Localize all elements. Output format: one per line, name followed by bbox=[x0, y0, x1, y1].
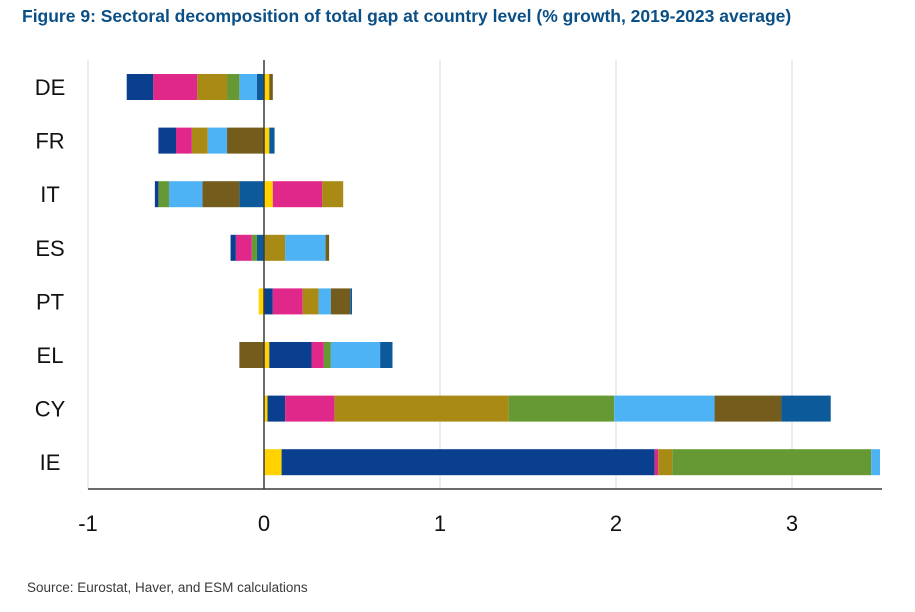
bar-segment bbox=[269, 342, 312, 368]
bar-segment bbox=[158, 181, 169, 208]
category-label: EL bbox=[37, 343, 64, 368]
category-label: PT bbox=[36, 289, 64, 314]
bar-segment bbox=[267, 395, 286, 422]
x-tick-label: -1 bbox=[78, 511, 98, 536]
bar-segment bbox=[272, 181, 323, 208]
bar-segment bbox=[272, 288, 303, 315]
bar-segment bbox=[614, 395, 715, 422]
bar-segment bbox=[158, 127, 176, 154]
bar-segment bbox=[330, 342, 381, 368]
bar-segment bbox=[191, 127, 208, 154]
bars bbox=[126, 74, 880, 476]
bar-segment bbox=[256, 74, 264, 100]
bar-segment bbox=[871, 449, 880, 476]
bar-segment bbox=[264, 127, 270, 154]
bar-segment bbox=[264, 74, 270, 100]
category-label: IT bbox=[40, 182, 60, 207]
chart-title: Figure 9: Sectoral decomposition of tota… bbox=[22, 6, 792, 26]
category-label: FR bbox=[35, 129, 64, 154]
bar-segment bbox=[154, 181, 159, 208]
bar-segment bbox=[318, 288, 331, 315]
bar-segment bbox=[323, 342, 331, 368]
bar-segment bbox=[508, 395, 615, 422]
bar-segment bbox=[322, 181, 344, 208]
gridlines bbox=[87, 60, 793, 489]
bar-segment bbox=[334, 395, 509, 422]
bar-segment bbox=[380, 342, 393, 368]
bar-segment bbox=[197, 74, 228, 100]
bar-segment bbox=[264, 181, 273, 208]
bar-segment bbox=[658, 449, 673, 476]
bar-segment bbox=[239, 181, 264, 208]
bar-segment bbox=[202, 181, 240, 208]
bar-segment bbox=[264, 234, 286, 261]
bar-segment bbox=[264, 288, 273, 315]
x-tick-label: 1 bbox=[434, 511, 446, 536]
axes bbox=[88, 60, 882, 490]
bar-segment bbox=[126, 74, 154, 100]
bar-segment bbox=[781, 395, 831, 422]
bar-segment bbox=[269, 74, 273, 100]
bar-segment bbox=[330, 288, 351, 315]
bar-segment bbox=[285, 395, 335, 422]
category-label: CY bbox=[35, 397, 66, 422]
bar-segment bbox=[350, 288, 352, 315]
bar-segment bbox=[227, 74, 240, 100]
labels: DE FR IT ES PT EL CY IE -1 0 1 2 3 bbox=[35, 75, 798, 536]
bar-segment bbox=[256, 234, 264, 261]
bar-segment bbox=[269, 127, 275, 154]
bar-segment bbox=[285, 234, 326, 261]
bar-segment bbox=[281, 449, 655, 476]
x-tick-label: 0 bbox=[258, 511, 270, 536]
bar-segment bbox=[264, 449, 282, 476]
category-label: ES bbox=[35, 236, 64, 261]
bar-segment bbox=[325, 234, 330, 261]
bar-segment bbox=[227, 127, 264, 154]
bar-segment bbox=[264, 342, 270, 368]
bar-segment bbox=[168, 181, 203, 208]
bar-segment bbox=[264, 395, 268, 422]
bar-segment bbox=[230, 234, 236, 261]
bar-segment bbox=[235, 234, 252, 261]
bar-segment bbox=[239, 74, 257, 100]
category-label: IE bbox=[40, 450, 61, 475]
bar-segment bbox=[714, 395, 782, 422]
bar-segment bbox=[302, 288, 319, 315]
bar-segment bbox=[153, 74, 198, 100]
bar-segment bbox=[311, 342, 324, 368]
x-tick-label: 3 bbox=[786, 511, 798, 536]
bar-segment bbox=[176, 127, 192, 154]
bar-segment bbox=[251, 234, 257, 261]
bar-segment bbox=[239, 342, 264, 368]
category-label: DE bbox=[35, 75, 66, 100]
bar-segment bbox=[672, 449, 872, 476]
x-tick-label: 2 bbox=[610, 511, 622, 536]
bar-segment bbox=[654, 449, 659, 476]
bar-segment bbox=[258, 288, 264, 315]
source-note: Source: Eurostat, Haver, and ESM calcula… bbox=[27, 580, 308, 595]
bar-segment bbox=[207, 127, 228, 154]
